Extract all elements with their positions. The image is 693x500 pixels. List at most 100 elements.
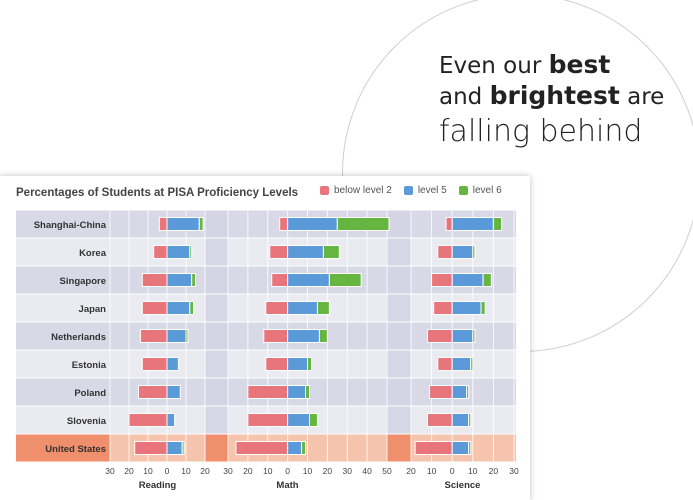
highlight-label-cell: [16, 434, 110, 462]
row-background: [16, 210, 516, 238]
tick-label: 30: [105, 466, 115, 476]
bar-below-level-2: [141, 301, 168, 315]
category-label: Shanghai-China: [34, 220, 107, 231]
bar-below-level-2: [426, 329, 453, 343]
tick-label: 20: [489, 466, 499, 476]
bar-level-5: [287, 329, 320, 343]
bar-level-5: [287, 301, 318, 315]
panel-label: Math: [276, 480, 298, 491]
bar-level-5: [166, 441, 183, 455]
headline-text: Even our: [439, 53, 549, 79]
bar-level-5: [287, 273, 330, 287]
bar-level-5: [166, 357, 179, 371]
headline-text: are: [619, 84, 665, 110]
bar-level-6: [482, 273, 492, 287]
bar-level-6: [198, 217, 204, 231]
tick-label: 0: [165, 466, 170, 476]
bar-below-level-2: [153, 245, 168, 259]
bar-level-6: [307, 357, 312, 371]
tick-label: 20: [323, 466, 333, 476]
bar-level-5: [451, 245, 474, 259]
bar-level-6: [191, 273, 196, 287]
bar-level-5: [287, 357, 308, 371]
bar-level-5: [451, 329, 474, 343]
bar-below-level-2: [271, 273, 289, 287]
tick-label: 20: [406, 466, 416, 476]
panel-gap-highlight: [387, 434, 411, 462]
bar-level-6: [472, 245, 476, 259]
bar-level-5: [287, 245, 324, 259]
bar-level-6: [336, 217, 390, 231]
bar-below-level-2: [247, 385, 289, 399]
headline: Even our best and brightest are falling …: [439, 50, 693, 152]
bar-level-5: [287, 441, 303, 455]
bar-level-5: [166, 385, 181, 399]
row-background: [16, 238, 516, 266]
bar-below-level-2: [128, 413, 168, 427]
bar-below-level-2: [279, 217, 289, 231]
bar-level-6: [492, 217, 503, 231]
bar-level-5: [166, 301, 191, 315]
panel-label: Reading: [139, 480, 177, 491]
bar-level-5: [451, 217, 494, 231]
bar-below-level-2: [445, 217, 453, 231]
legend-label: level 6: [472, 185, 502, 196]
bar-level-5: [287, 385, 307, 399]
bar-level-5: [451, 385, 468, 399]
bar-level-5: [166, 413, 176, 427]
headline-text: and: [439, 84, 490, 110]
bar-level-6: [308, 413, 318, 427]
bar-level-6: [316, 301, 330, 315]
bar-below-level-2: [433, 301, 453, 315]
panel-gap: [387, 210, 411, 462]
bar-below-level-2: [426, 413, 453, 427]
bar-level-6: [468, 413, 472, 427]
legend-label: below level 2: [334, 185, 392, 196]
bar-level-6: [189, 301, 195, 315]
headline-line-3: falling behind: [439, 114, 643, 149]
bar-below-level-2: [139, 329, 168, 343]
bar-below-level-2: [431, 273, 453, 287]
bar-level-6: [328, 273, 362, 287]
bar-below-level-2: [437, 245, 453, 259]
legend-item-level6: level 6: [458, 185, 502, 196]
bar-below-level-2: [414, 441, 453, 455]
bar-level-5: [166, 273, 193, 287]
category-label: Netherlands: [51, 332, 106, 343]
tick-label: 10: [263, 466, 273, 476]
tick-label: 50: [382, 466, 392, 476]
tick-label: 10: [468, 466, 478, 476]
bar-level-5: [451, 357, 472, 371]
bar-level-5: [166, 245, 191, 259]
legend-swatch-level5: [403, 186, 413, 195]
bar-level-5: [287, 217, 338, 231]
bar-level-5: [451, 301, 482, 315]
bar-level-6: [181, 441, 185, 455]
bar-level-6: [185, 329, 189, 343]
tick-label: 20: [243, 466, 253, 476]
tick-label: 10: [303, 466, 313, 476]
headline-line-1: Even our best: [439, 50, 693, 81]
bar-level-5: [451, 273, 484, 287]
bar-below-level-2: [263, 329, 289, 343]
tick-label: 20: [200, 466, 210, 476]
bar-below-level-2: [265, 301, 289, 315]
bar-below-level-2: [235, 441, 289, 455]
bar-below-level-2: [247, 413, 289, 427]
bar-below-level-2: [265, 357, 289, 371]
bar-below-level-2: [437, 357, 453, 371]
bar-below-level-2: [429, 385, 453, 399]
category-label: Estonia: [72, 360, 107, 371]
tick-label: 0: [285, 466, 290, 476]
bar-level-6: [322, 245, 340, 259]
category-label: United States: [45, 444, 106, 455]
bar-below-level-2: [141, 357, 168, 371]
bar-level-6: [189, 245, 193, 259]
category-label: Korea: [79, 248, 107, 259]
panel-label: Science: [445, 480, 481, 491]
bar-level-6: [468, 441, 472, 455]
headline-bold-text: brightest: [489, 81, 620, 110]
tick-label: 0: [450, 466, 455, 476]
bar-level-5: [451, 413, 470, 427]
